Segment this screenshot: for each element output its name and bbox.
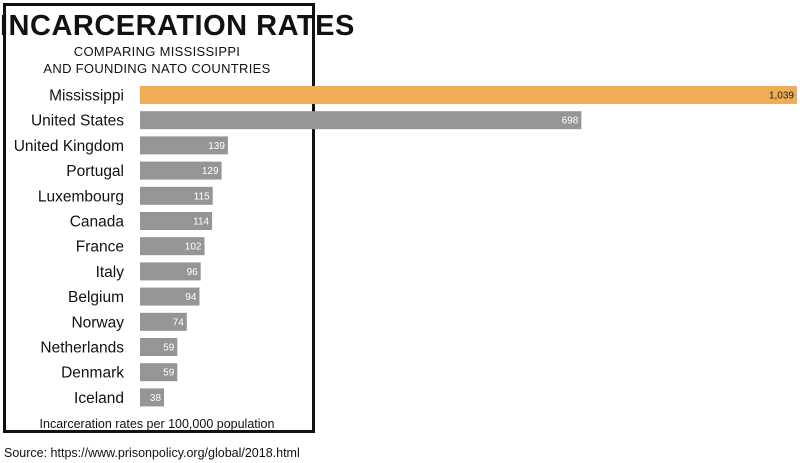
value-label-belgium: 94	[185, 292, 197, 303]
bar-france	[140, 237, 205, 256]
value-label-iceland: 38	[150, 393, 162, 404]
value-label-luxembourg: 115	[194, 191, 210, 202]
chart-title: INCARCERATION RATES	[0, 10, 355, 42]
bar-mississippi	[140, 86, 797, 104]
category-label-united-kingdom: United Kingdom	[14, 138, 124, 155]
category-label-netherlands: Netherlands	[40, 340, 124, 357]
bar-canada	[140, 212, 213, 230]
category-label-canada: Canada	[70, 214, 125, 231]
source-text: Source: https://www.prisonpolicy.org/glo…	[4, 446, 300, 460]
value-label-norway: 74	[173, 317, 185, 328]
category-label-france: France	[76, 239, 124, 256]
category-label-luxembourg: Luxembourg	[38, 188, 124, 205]
value-label-italy: 96	[187, 267, 199, 278]
category-label-norway: Norway	[71, 314, 124, 331]
value-label-united-states: 698	[562, 116, 579, 127]
chart-subtitle: COMPARING MISSISSIPPI AND FOUNDING NATO …	[0, 43, 314, 77]
bar-united-kingdom	[140, 136, 228, 155]
category-label-belgium: Belgium	[68, 289, 124, 306]
category-label-iceland: Iceland	[74, 390, 124, 407]
value-label-mississippi: 1,039	[769, 91, 794, 102]
bar-denmark	[140, 363, 178, 382]
bar-portugal	[140, 161, 222, 180]
value-label-netherlands: 59	[163, 343, 175, 354]
bar-iceland	[140, 388, 165, 407]
value-label-portugal: 129	[202, 166, 219, 177]
subtitle-line-1: COMPARING MISSISSIPPI	[73, 44, 241, 59]
bar-belgium	[140, 287, 200, 306]
category-label-united-states: United States	[31, 113, 124, 130]
category-label-mississippi: Mississippi	[49, 88, 124, 105]
chart-footnote: Incarceration rates per 100,000 populati…	[39, 417, 275, 431]
category-label-denmark: Denmark	[61, 365, 124, 382]
subtitle-line-2: AND FOUNDING NATO COUNTRIES	[43, 61, 271, 76]
bar-italy	[140, 262, 201, 281]
value-label-france: 102	[185, 242, 202, 253]
bar-luxembourg	[140, 186, 213, 205]
value-label-denmark: 59	[163, 368, 175, 379]
category-label-portugal: Portugal	[66, 163, 124, 180]
value-label-canada: 114	[193, 217, 209, 228]
category-label-italy: Italy	[96, 264, 125, 281]
bar-united-states	[140, 111, 582, 130]
bar-netherlands	[140, 338, 178, 356]
value-label-united-kingdom: 139	[208, 141, 225, 152]
bar-norway	[140, 312, 187, 331]
